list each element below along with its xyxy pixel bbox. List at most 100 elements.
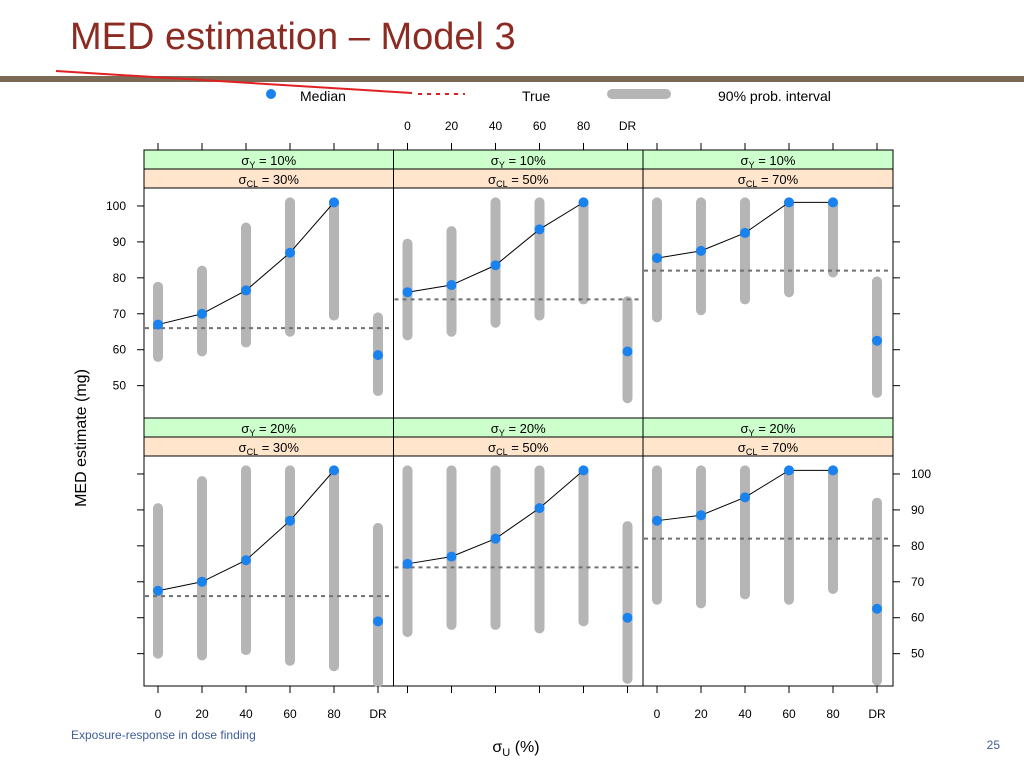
median-point	[652, 515, 662, 526]
strip-bottom-value: = 30%	[258, 440, 299, 455]
strip-top-label: σY = 10%	[241, 153, 296, 170]
strip-top-value: = 10%	[755, 153, 796, 168]
panel-frame	[143, 187, 394, 419]
footer-text: Exposure-response in dose finding	[71, 728, 256, 742]
median-point	[534, 224, 545, 235]
median-point	[329, 465, 339, 476]
median-point	[402, 287, 413, 298]
median-point	[329, 197, 339, 208]
y-tick-label-right: 60	[911, 611, 925, 625]
strip-bottom-value: = 50%	[508, 172, 549, 187]
x-axis-title: σU (%)	[492, 739, 539, 759]
annotation-pointer-line	[55, 70, 413, 94]
panel-3: σY = 20% σCL = 30%	[143, 417, 394, 688]
median-point	[153, 319, 163, 330]
median-point	[490, 260, 501, 271]
strip-bottom-symbol: σ	[239, 440, 247, 455]
x-tick-label-bottom: 0	[654, 707, 661, 721]
median-point	[241, 285, 251, 296]
y-tick-label-left: 90	[113, 235, 127, 249]
x-tick-label-bottom: 40	[738, 707, 752, 721]
strip-top-subscript: Y	[499, 428, 505, 438]
median-point	[740, 227, 750, 238]
x-tick-label-top: 80	[577, 119, 591, 133]
x-tick-label-top: 40	[489, 119, 503, 133]
strip-bottom-subscript: CL	[746, 447, 758, 457]
legend-median-label: Median	[300, 88, 346, 104]
median-point	[696, 245, 706, 256]
y-tick-label-left: 60	[113, 343, 127, 357]
strip-top-subscript: Y	[249, 428, 255, 438]
median-point	[578, 197, 589, 208]
strip-bottom-value: = 50%	[508, 440, 549, 455]
strip-top-symbol: σ	[241, 421, 249, 436]
legend-median-symbol	[266, 89, 276, 99]
x-tick-label-bottom: DR	[868, 707, 886, 721]
median-point	[285, 515, 295, 526]
median-point	[285, 247, 295, 258]
median-point	[622, 346, 633, 357]
x-axis-title-symbol: σ	[492, 739, 502, 756]
y-tick-label-left: 100	[106, 199, 126, 213]
panel-1: σY = 10% σCL = 50%	[393, 149, 644, 419]
strip-bottom-subscript: CL	[746, 179, 758, 189]
median-point	[446, 551, 457, 562]
y-tick-label-right: 70	[911, 575, 925, 589]
x-axis-title-subscript: U	[502, 747, 510, 759]
strip-top-subscript: Y	[499, 160, 505, 170]
median-point	[740, 492, 750, 503]
y-tick-label-right: 100	[911, 467, 931, 481]
strip-top-label: σY = 20%	[491, 421, 546, 438]
strip-top-symbol: σ	[491, 421, 499, 436]
median-point	[446, 280, 457, 291]
strip-bottom-symbol: σ	[738, 172, 746, 187]
strip-top-value: = 20%	[505, 421, 546, 436]
median-point	[373, 616, 383, 627]
strip-bottom-symbol: σ	[738, 440, 746, 455]
y-tick-label-right: 50	[911, 647, 925, 661]
median-point	[872, 335, 882, 346]
median-point	[373, 350, 383, 361]
strip-bottom-value: = 30%	[258, 172, 299, 187]
strip-bottom-label: σCL = 50%	[488, 172, 549, 189]
median-point	[784, 465, 794, 476]
strip-top-symbol: σ	[241, 153, 249, 168]
strip-bottom-value: = 70%	[757, 172, 798, 187]
strip-bottom-subscript: CL	[247, 179, 259, 189]
median-point	[696, 510, 706, 521]
strip-top-label: σY = 10%	[491, 153, 546, 170]
strip-bottom-symbol: σ	[488, 440, 496, 455]
slide-title: MED estimation – Model 3	[70, 16, 516, 58]
strip-top-subscript: Y	[749, 160, 755, 170]
strip-bottom-value: = 70%	[757, 440, 798, 455]
legend-true-label: True	[522, 88, 550, 104]
x-tick-label-bottom: 20	[694, 707, 708, 721]
strip-top-label: σY = 20%	[241, 421, 296, 438]
median-point	[828, 465, 838, 476]
x-tick-label-bottom: 60	[782, 707, 796, 721]
strip-bottom-symbol: σ	[488, 172, 496, 187]
median-point	[872, 603, 882, 614]
panel-4: σY = 20%σCL = 50%	[393, 417, 644, 687]
panel-frame	[642, 187, 894, 419]
strip-bottom-label: σCL = 30%	[239, 440, 300, 457]
legend-interval-label: 90% prob. interval	[718, 88, 831, 104]
x-tick-label-bottom: 60	[283, 707, 297, 721]
x-tick-label-bottom: DR	[369, 707, 387, 721]
x-tick-label-bottom: 80	[327, 707, 341, 721]
y-tick-label-left: 70	[113, 307, 127, 321]
strip-top-subscript: Y	[249, 160, 255, 170]
panels: σY = 10%σCL = 30%σY = 10%σCL = 50%σY = 1…	[143, 149, 894, 688]
median-point	[490, 533, 501, 544]
title-rule	[0, 76, 1024, 82]
strip-top-subscript: Y	[749, 428, 755, 438]
x-tick-label-top: 0	[404, 119, 411, 133]
y-tick-label-left: 80	[113, 271, 127, 285]
strip-bottom-subscript: CL	[496, 179, 508, 189]
median-point	[784, 197, 794, 208]
strip-top-label: σY = 20%	[741, 421, 796, 438]
median-point	[402, 558, 413, 569]
strip-top-value: = 20%	[755, 421, 796, 436]
strip-top-value: = 20%	[255, 421, 296, 436]
